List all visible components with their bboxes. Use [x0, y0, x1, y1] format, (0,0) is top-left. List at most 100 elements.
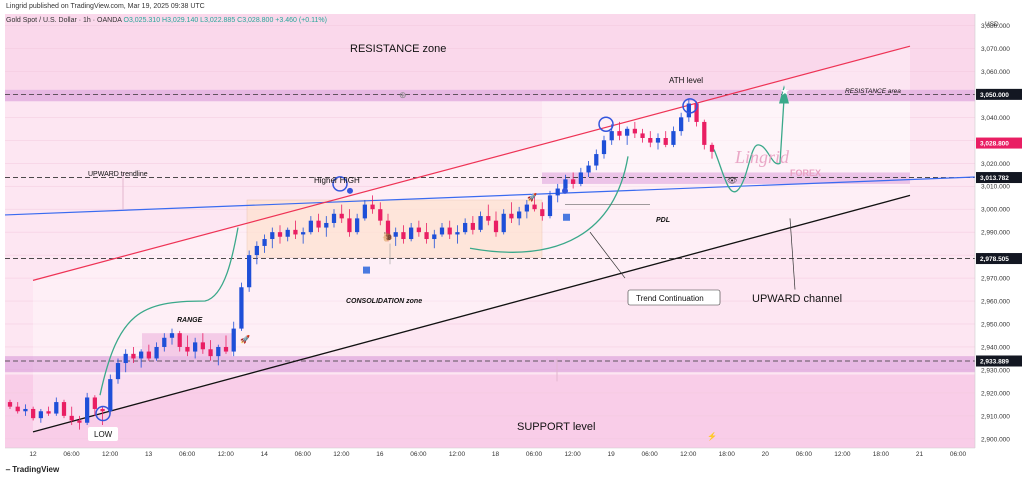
candle-body[interactable]	[501, 213, 506, 233]
candle-body[interactable]	[200, 342, 205, 350]
candle-body[interactable]	[339, 213, 344, 219]
candle-body[interactable]	[424, 232, 429, 240]
candle-body[interactable]	[401, 232, 406, 240]
candle-body[interactable]	[216, 346, 221, 357]
candle-body[interactable]	[679, 117, 684, 132]
candle-body[interactable]	[293, 229, 298, 235]
candle-body[interactable]	[285, 229, 290, 237]
candle-body[interactable]	[432, 234, 437, 240]
candle-body[interactable]	[208, 349, 213, 357]
candle-body[interactable]	[277, 232, 283, 237]
candle-body[interactable]	[493, 220, 499, 233]
candle-body[interactable]	[385, 220, 391, 237]
candle-body[interactable]	[316, 220, 321, 228]
candle-body[interactable]	[115, 363, 121, 380]
candle-body[interactable]	[625, 128, 630, 136]
candle-body[interactable]	[223, 346, 229, 352]
pointer-upward-channel	[789, 218, 796, 290]
candle-body[interactable]	[169, 333, 175, 338]
candle-body[interactable]	[671, 131, 676, 145]
price-axis-bg	[975, 0, 1024, 480]
candle-body[interactable]	[463, 222, 468, 233]
y-tick-label: 2,960.000	[981, 299, 1010, 306]
candle-body[interactable]	[324, 222, 329, 228]
x-tick-label: 06:00	[526, 451, 543, 458]
candle-body[interactable]	[162, 337, 167, 347]
candle-body[interactable]	[578, 172, 583, 184]
candle-body[interactable]	[331, 213, 337, 223]
candle-body[interactable]	[517, 211, 522, 219]
candle-body[interactable]	[486, 216, 491, 221]
candle-body[interactable]	[270, 232, 275, 240]
candle-body[interactable]	[686, 103, 691, 118]
candle-body[interactable]	[177, 333, 182, 347]
candle-body[interactable]	[555, 188, 560, 196]
candle-body[interactable]	[470, 222, 475, 230]
candle-body[interactable]	[655, 138, 661, 143]
tradingview-logo[interactable]: ⎯ TradingView	[6, 465, 60, 474]
candle-body[interactable]	[38, 411, 43, 419]
candle-body[interactable]	[146, 351, 151, 359]
candle-body[interactable]	[193, 342, 198, 352]
candle-body[interactable]	[594, 154, 599, 166]
candle-body[interactable]	[617, 131, 622, 136]
candle-body[interactable]	[447, 227, 452, 235]
candle-body[interactable]	[247, 255, 252, 288]
candle-body[interactable]	[601, 140, 607, 155]
candle-body[interactable]	[23, 408, 28, 412]
candle-body[interactable]	[254, 245, 259, 256]
candle-body[interactable]	[362, 204, 367, 219]
candle-body[interactable]	[54, 402, 59, 414]
candle-body[interactable]	[108, 379, 113, 412]
candle-body[interactable]	[478, 216, 483, 230]
candle-body[interactable]	[308, 220, 313, 233]
candle-body[interactable]	[409, 227, 414, 240]
candle-body[interactable]	[100, 408, 105, 412]
candle-body[interactable]	[524, 204, 529, 212]
y-tick-label: 2,930.000	[981, 367, 1010, 374]
candle-body[interactable]	[85, 397, 90, 423]
candle-body[interactable]	[648, 138, 653, 143]
candle-body[interactable]	[563, 179, 568, 189]
candle-body[interactable]	[139, 351, 144, 359]
candle-body[interactable]	[69, 415, 74, 421]
candle-body[interactable]	[231, 328, 236, 352]
candle-body[interactable]	[92, 397, 97, 409]
candle-body[interactable]	[355, 218, 360, 233]
candle-body[interactable]	[131, 353, 136, 359]
candle-body[interactable]	[509, 213, 514, 219]
candle-body[interactable]	[31, 408, 36, 419]
candle-body[interactable]	[77, 420, 82, 423]
candle-body[interactable]	[370, 204, 375, 210]
candle-body[interactable]	[640, 133, 645, 138]
candle-body[interactable]	[571, 179, 576, 184]
candle-body[interactable]	[7, 402, 13, 407]
candle-body[interactable]	[709, 144, 715, 152]
candle-body[interactable]	[663, 138, 668, 145]
candle-body[interactable]	[378, 209, 383, 221]
candle-body[interactable]	[609, 131, 614, 141]
candle-body[interactable]	[393, 232, 398, 237]
candle-body[interactable]	[439, 227, 445, 235]
candle-body[interactable]	[416, 227, 421, 233]
candle-body[interactable]	[455, 232, 460, 235]
candle-body[interactable]	[262, 239, 267, 246]
candle-body[interactable]	[301, 232, 306, 235]
candle-body[interactable]	[702, 121, 707, 145]
candle-body[interactable]	[15, 406, 20, 412]
candle-body[interactable]	[586, 165, 591, 173]
candle-body[interactable]	[123, 353, 128, 364]
candle-body[interactable]	[540, 209, 545, 217]
candle-body[interactable]	[347, 218, 352, 233]
candle-body[interactable]	[694, 103, 699, 122]
candle-body[interactable]	[185, 346, 190, 352]
label-resistance-area: RESISTANCE area	[845, 88, 901, 95]
candle-body[interactable]	[61, 402, 67, 416]
candle-body[interactable]	[547, 195, 553, 217]
candle-body[interactable]	[239, 287, 244, 329]
candle-body[interactable]	[154, 346, 159, 359]
candle-body[interactable]	[632, 128, 637, 134]
candle-body[interactable]	[46, 411, 51, 414]
candle-body[interactable]	[532, 204, 537, 210]
